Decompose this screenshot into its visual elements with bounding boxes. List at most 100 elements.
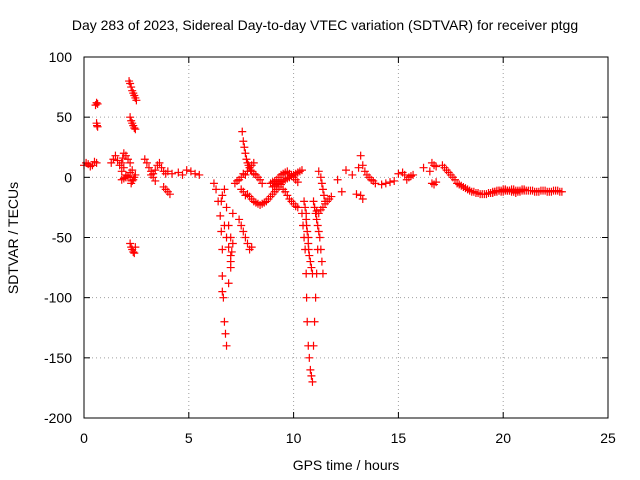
x-axis-label: GPS time / hours <box>293 457 400 473</box>
data-point <box>228 239 237 248</box>
data-point <box>240 143 249 152</box>
data-point <box>293 178 302 187</box>
data-point <box>427 179 436 188</box>
data-point <box>126 158 135 167</box>
y-tick-label: 50 <box>56 109 72 125</box>
y-tick-label: -100 <box>44 290 72 306</box>
data-point <box>306 365 315 374</box>
data-point <box>93 122 102 131</box>
data-point <box>124 155 133 164</box>
data-point <box>195 170 204 179</box>
data-point <box>228 209 237 218</box>
data-point <box>302 221 311 230</box>
data-point <box>178 170 187 179</box>
data-point <box>239 137 248 146</box>
data-point <box>293 203 302 212</box>
data-point <box>301 203 310 212</box>
data-point <box>218 191 227 200</box>
data-point <box>309 197 318 206</box>
data-point <box>311 293 320 302</box>
data-point <box>308 269 317 278</box>
data-point <box>241 233 250 242</box>
data-point <box>314 167 323 176</box>
x-tick-label: 20 <box>495 430 511 446</box>
data-point <box>129 247 138 256</box>
data-point <box>557 187 566 196</box>
data-point <box>237 221 246 230</box>
data-point <box>92 98 101 107</box>
y-tick-label: -200 <box>44 410 72 426</box>
y-tick-labels: -200 -150 -100 -50 0 50 100 <box>44 49 72 426</box>
data-point <box>390 176 399 185</box>
data-point <box>406 172 415 181</box>
data-point <box>283 191 292 200</box>
data-point <box>209 179 218 188</box>
x-tick-label: 10 <box>286 430 302 446</box>
data-point <box>219 293 228 302</box>
data-point <box>342 166 350 175</box>
data-point <box>310 317 319 326</box>
y-tick-label: 100 <box>49 49 73 65</box>
data-point <box>534 187 543 196</box>
data-point <box>224 221 233 230</box>
data-point <box>93 99 102 108</box>
data-point <box>528 186 537 195</box>
data-point <box>400 170 409 179</box>
data-point <box>127 83 136 92</box>
data-point <box>226 233 235 242</box>
data-point <box>304 245 313 254</box>
data-point <box>186 167 195 176</box>
data-point <box>307 263 316 272</box>
data-point <box>224 243 233 252</box>
data-point <box>308 377 317 386</box>
data-point <box>306 257 315 266</box>
y-tick-label: -50 <box>52 230 72 246</box>
data-points <box>80 77 566 386</box>
data-point <box>371 179 380 188</box>
data-point <box>297 166 306 175</box>
data-point <box>130 123 139 132</box>
data-point <box>218 245 227 254</box>
data-point <box>337 187 346 196</box>
data-point <box>222 341 231 350</box>
data-point <box>92 121 101 130</box>
data-point <box>317 257 326 266</box>
data-point <box>386 178 395 187</box>
data-point <box>333 175 342 184</box>
data-point <box>224 279 233 288</box>
data-point <box>235 215 244 224</box>
data-point <box>316 245 325 254</box>
data-point <box>318 185 327 194</box>
data-point <box>221 329 230 338</box>
data-point <box>354 163 363 172</box>
data-point <box>132 96 141 105</box>
data-point <box>168 169 177 178</box>
data-point <box>315 233 324 242</box>
data-point <box>241 149 250 158</box>
data-point <box>243 239 252 248</box>
data-point <box>309 341 318 350</box>
data-point <box>191 169 200 178</box>
data-point <box>312 215 321 224</box>
data-point <box>425 167 434 176</box>
y-tick-label: 0 <box>64 169 72 185</box>
data-point <box>314 227 323 236</box>
data-point <box>163 167 172 176</box>
data-point <box>394 169 403 178</box>
data-point <box>174 168 183 177</box>
data-point <box>432 162 441 171</box>
data-point <box>142 158 151 167</box>
data-point <box>352 190 361 199</box>
chart-title: Day 283 of 2023, Sidereal Day-to-day VTE… <box>72 17 578 33</box>
data-point <box>419 163 428 172</box>
data-point <box>381 179 390 188</box>
data-point <box>547 187 556 196</box>
data-point <box>300 197 309 206</box>
data-point <box>151 176 160 185</box>
data-point <box>303 317 312 326</box>
data-point <box>226 251 235 260</box>
data-point <box>348 170 357 179</box>
data-point <box>313 221 322 230</box>
y-tick-label: -150 <box>44 350 72 366</box>
x-tick-label: 25 <box>600 430 616 446</box>
